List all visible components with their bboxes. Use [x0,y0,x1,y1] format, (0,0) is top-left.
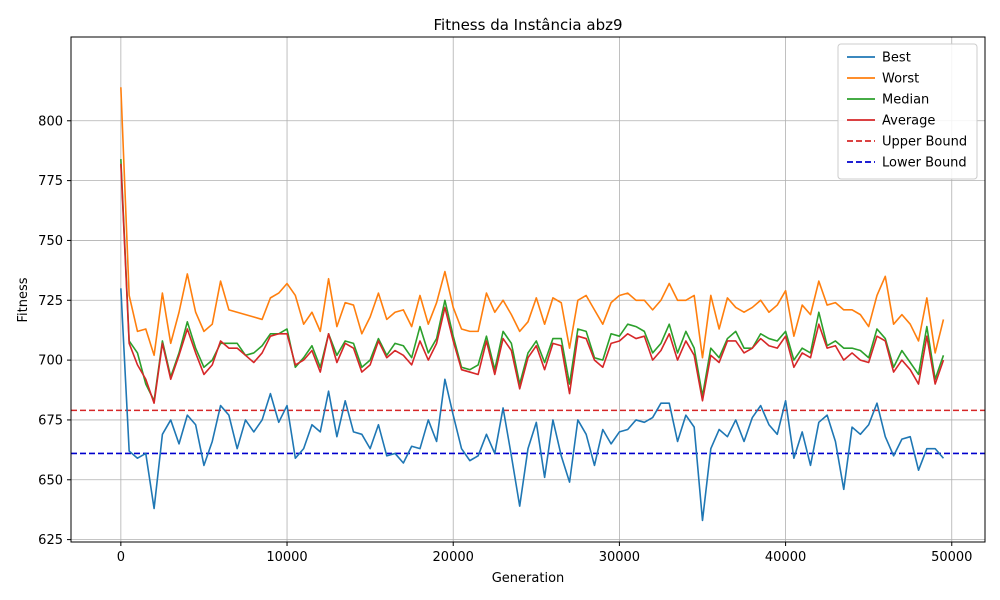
y-axis-label: Fitness [16,277,31,322]
y-tick-label: 750 [38,234,63,249]
y-tick-label: 725 [38,294,63,309]
series-lines [120,87,945,522]
x-tick-label: 0 [117,550,125,565]
series-line-median [120,159,945,402]
x-tick-label: 50000 [931,550,972,565]
series-line-average [120,163,945,404]
chart-title: Fitness da Instância abz9 [433,16,622,34]
x-axis-ticks: 0 10000 20000 30000 40000 50000 [117,542,972,565]
legend-label: Lower Bound [882,156,967,171]
legend: Best Worst Median Average Upper Bound Lower B… [837,43,978,180]
y-axis-ticks: 625 650 675 700 725 750 775 800 [38,114,71,548]
series-line-worst [120,87,945,359]
x-tick-label: 40000 [765,550,806,565]
series-line-best [120,288,945,522]
legend-label: Upper Bound [882,135,967,150]
y-tick-label: 775 [38,174,63,189]
y-tick-label: 800 [38,114,63,129]
y-tick-label: 700 [38,354,63,369]
y-tick-label: 625 [38,533,63,548]
legend-label: Median [882,93,929,108]
x-axis-label: Generation [492,571,565,586]
bound-lines [71,409,985,455]
legend-label: Worst [882,72,919,87]
y-tick-label: 650 [38,473,63,488]
x-tick-label: 20000 [433,550,474,565]
plot-frame [70,36,986,543]
x-tick-label: 10000 [266,550,307,565]
legend-label: Average [882,114,935,129]
y-tick-label: 675 [38,413,63,428]
legend-label: Best [882,51,911,66]
x-tick-label: 30000 [599,550,640,565]
